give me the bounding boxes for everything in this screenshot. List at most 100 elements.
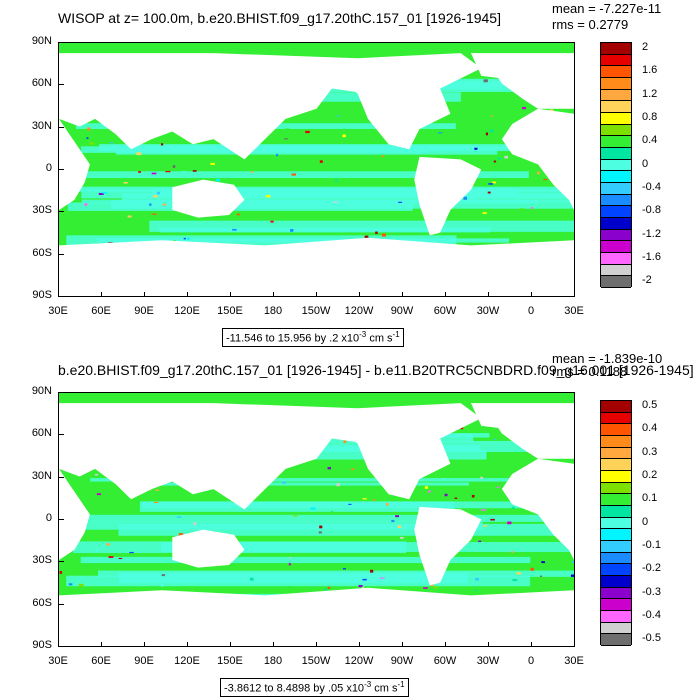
value-speckle [276,153,279,157]
longitude-label: 150E [217,655,243,667]
value-speckle [210,162,215,165]
colorbar-box [601,459,631,471]
colorbar-box [601,401,631,413]
colorbar-box [601,171,631,183]
value-speckle [284,138,288,140]
value-speckle [284,128,290,131]
value-speckle [497,157,502,160]
land-eurasia [59,53,379,160]
colorbar-box [601,124,631,137]
value-speckle [397,525,402,529]
value-speckle [488,183,494,185]
longitude-tick [187,642,188,647]
value-speckle [324,588,328,591]
longitude-label: 30E [564,305,584,317]
value-speckle [433,586,439,589]
latitude-label: 60S [32,246,52,259]
colorbar-label: -2 [642,274,652,287]
longitude-label: 0 [527,655,535,667]
colorbar-box [601,89,631,102]
colorbar-label: 0.3 [642,445,658,458]
value-speckle [474,589,479,591]
ocean-band [149,220,574,232]
longitude-label: 60W [433,305,457,317]
latitude-label: 30S [32,204,52,217]
colorbar-label: 0 [642,515,649,528]
value-speckle [375,231,378,235]
bottom-map [58,392,575,647]
latitude-tick [58,519,64,520]
longitude-label: 60W [433,655,457,667]
value-speckle [540,575,543,577]
value-speckle [161,574,166,577]
longitude-tick [58,292,59,297]
ocean-band [118,523,574,536]
value-speckle [291,173,296,176]
longitude-tick [402,642,403,647]
value-speckle [427,490,431,493]
colorbar-box [601,517,631,530]
land-greenland [471,53,513,79]
longitude-tick [273,642,274,647]
land-eurasia [59,403,379,510]
longitude-label: 150W [301,305,331,317]
value-speckle [504,155,509,159]
value-speckle [336,483,340,487]
value-speckle [335,179,338,183]
value-speckle [87,127,91,131]
longitude-tick [445,642,446,647]
value-speckle [108,556,114,558]
colorbar-label: -0.8 [642,204,661,217]
value-speckle [127,215,132,218]
longitude-label: 60E [91,655,111,667]
longitude-label: 90W [390,655,414,667]
value-speckle [400,536,404,539]
latitude-tick [58,434,64,436]
longitude-tick [574,642,575,647]
longitude-tick [144,292,145,297]
ocean-band [97,238,510,243]
longitude-label: 0 [527,305,535,317]
land-antarctica [59,237,574,296]
value-speckle [330,511,334,514]
colorbar-box [601,622,631,635]
ocean-band [66,171,529,179]
value-speckle [343,440,347,443]
value-speckle [193,522,197,526]
value-speckle [490,518,495,521]
colorbar-box [601,136,631,148]
value-speckle [153,195,158,198]
ocean-band [80,556,531,564]
value-speckle [391,520,395,523]
ocean-band [97,570,574,577]
colorbar-label: 2 [642,40,649,53]
value-speckle [491,181,497,184]
bottom-mean: mean = -1.839e-10 [552,351,663,366]
value-speckle [424,486,429,489]
value-speckle [98,192,104,195]
longitude-tick [359,292,360,297]
value-speckle [381,233,386,237]
value-speckle [490,115,494,117]
value-speckle [442,478,447,481]
land-africa [59,468,90,560]
ocean-band [132,482,469,486]
longitude-label: 150W [301,655,331,667]
colorbar-label: -1.2 [642,227,661,240]
value-speckle [319,160,323,163]
value-speckle [319,525,323,529]
ocean-band [110,200,574,209]
top-rms: rms = 0.2779 [552,17,629,32]
latitude-tick [58,84,64,86]
value-speckle [288,563,291,566]
top-map [58,42,575,297]
value-speckle [156,191,160,195]
colorbar-box [601,78,631,90]
colorbar-box [601,506,631,518]
top-mean: mean = -7.227e-11 [552,1,662,16]
latitude-tick [58,392,64,393]
longitude-label: 30E [48,655,68,667]
colorbar-label: -0.2 [642,562,661,575]
colorbar-box [601,113,631,125]
longitude-tick [101,642,102,647]
